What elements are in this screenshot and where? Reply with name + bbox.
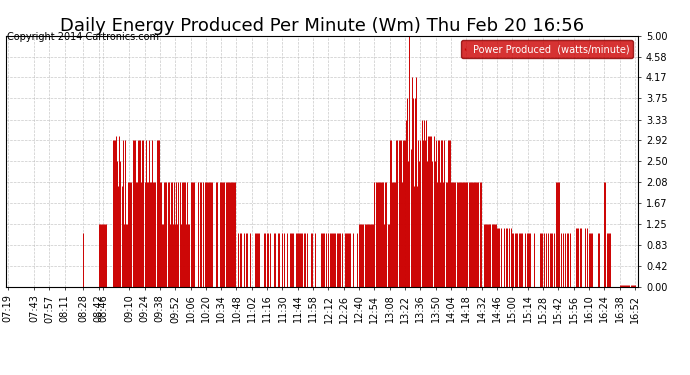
Title: Daily Energy Produced Per Minute (Wm) Thu Feb 20 16:56: Daily Energy Produced Per Minute (Wm) Th… (60, 18, 584, 36)
Text: Copyright 2014 Cartronics.com: Copyright 2014 Cartronics.com (7, 32, 159, 42)
Legend: Power Produced  (watts/minute): Power Produced (watts/minute) (461, 40, 633, 58)
